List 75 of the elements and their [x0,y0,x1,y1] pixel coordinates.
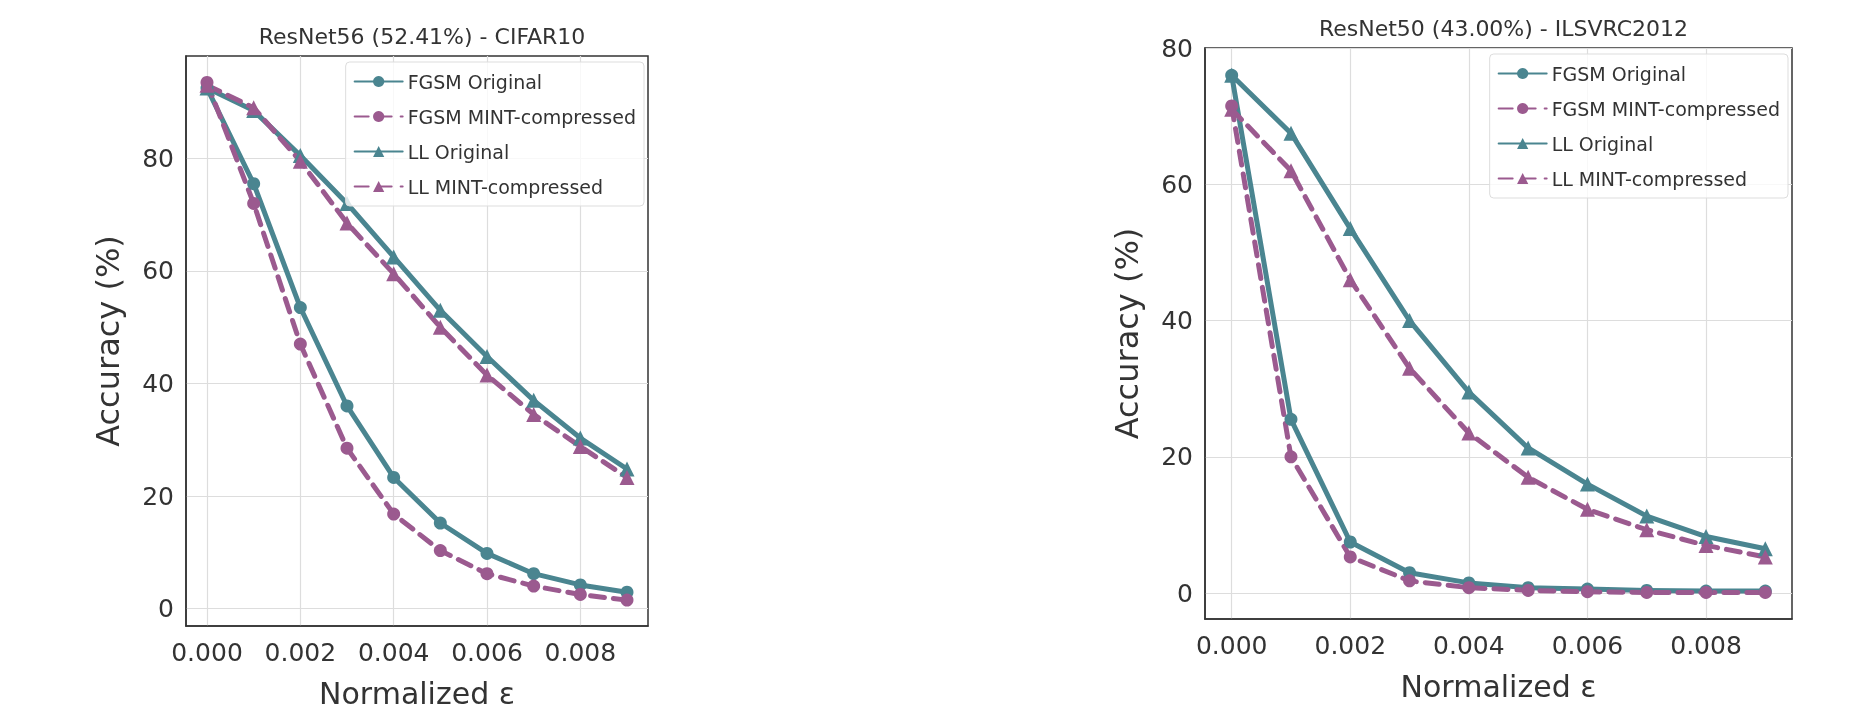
point [1639,508,1655,524]
point [1403,574,1417,588]
point [433,516,447,530]
point [1343,535,1357,549]
point [573,587,587,601]
legend-label: LL MINT-compressed [407,175,604,198]
point [620,593,634,607]
point [1757,549,1773,565]
legend-label: FGSM Original [1551,62,1687,85]
y-axis-title: Accuracy (%) [89,235,127,447]
x-tick-label: 0.006 [451,638,523,667]
legend-label: LL MINT-compressed [1551,167,1748,190]
y-tick-label: 20 [1161,442,1193,472]
point [1579,501,1595,517]
point [1461,425,1477,441]
point [433,544,447,558]
point [619,469,635,485]
point [1520,440,1536,456]
y-tick-label: 80 [142,143,174,173]
y-tick-label: 40 [1161,306,1193,336]
point [480,546,494,560]
point [387,507,401,521]
point [247,196,261,210]
point [1342,221,1358,237]
x-tick-label: 0.000 [1195,631,1268,660]
chart-title: ResNet50 (43.00%) - ILSVRC2012 [1318,15,1689,41]
point [293,301,307,315]
legend-label: LL Original [1551,132,1654,155]
x-tick-label: 0.002 [264,638,337,667]
x-tick-label: 0.002 [1314,631,1387,660]
point [480,567,494,581]
point [1284,450,1298,464]
point [292,153,308,169]
point [1284,412,1298,426]
y-tick-label: 20 [142,481,174,511]
legend-label: FGSM MINT-compressed [407,105,636,128]
point [1283,163,1299,179]
point [1283,125,1299,141]
point [1698,537,1714,553]
y-tick-label: 60 [142,256,174,286]
point [339,215,355,231]
point [1462,581,1476,595]
legend-label: LL Original [407,140,510,163]
point [479,367,495,383]
legend-label: FGSM Original [407,70,543,93]
y-tick-label: 40 [142,368,174,398]
chart-title: ResNet56 (52.41%) - CIFAR10 [258,23,586,49]
x-tick-label: 0.008 [544,638,617,667]
y-tick-label: 60 [1161,169,1193,199]
point [572,439,588,454]
point [387,470,401,484]
point [526,406,542,422]
y-tick-label: 0 [1177,578,1193,608]
x-tick-label: 0.008 [1670,631,1742,660]
y-axis-title: Accuracy (%) [1108,227,1146,440]
point [1639,522,1655,538]
point [1579,476,1595,492]
y-tick-label: 80 [1161,33,1193,63]
x-tick-label: 0.000 [171,638,243,667]
x-tick-label: 0.006 [1551,631,1624,660]
point [527,579,541,593]
x-tick-label: 0.004 [357,638,430,667]
point [247,177,261,191]
point [1343,550,1357,564]
y-tick-label: 0 [158,594,174,624]
x-axis-title: Normalized ε [319,675,515,711]
point [1520,469,1536,485]
legend-label: FGSM MINT-compressed [1551,97,1780,120]
point [340,441,354,455]
point [340,399,354,413]
x-axis-title: Normalized ε [1400,668,1597,704]
point [293,337,307,351]
point [527,567,541,581]
point [1342,272,1358,288]
x-tick-label: 0.004 [1433,631,1505,660]
